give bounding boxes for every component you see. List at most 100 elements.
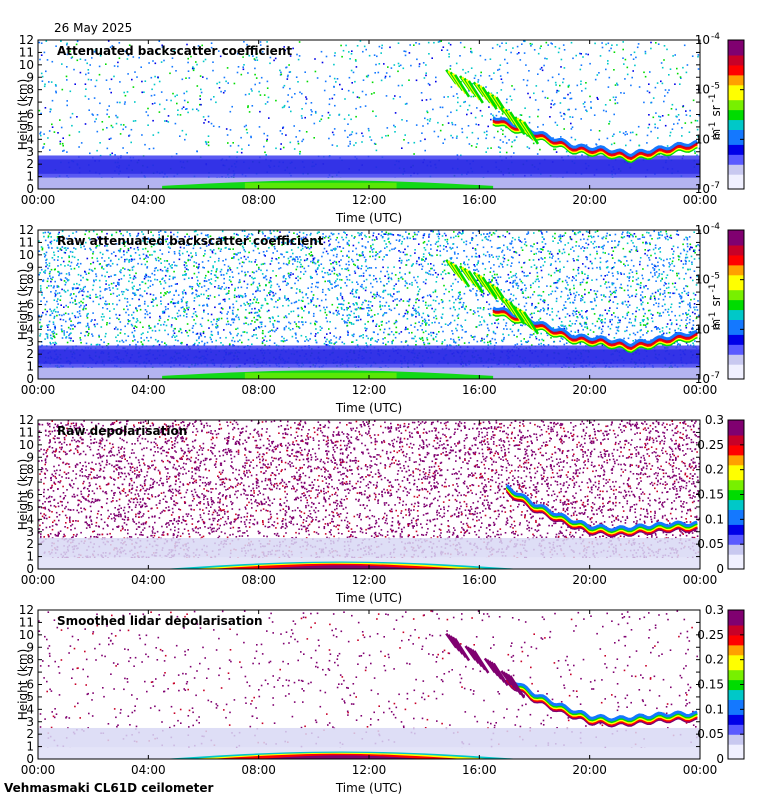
noise-pixel	[601, 46, 604, 49]
noise-pixel	[76, 59, 79, 62]
noise-pixel	[222, 91, 225, 94]
noise-pixel	[96, 114, 99, 116]
noise-pixel	[336, 253, 338, 256]
noise-pixel	[652, 267, 654, 269]
noise-pixel	[456, 93, 458, 95]
noise-pixel	[562, 78, 565, 80]
noise-pixel	[114, 255, 117, 257]
noise-pixel	[599, 285, 602, 287]
noise-pixel	[288, 64, 290, 66]
noise-pixel	[410, 64, 412, 67]
noise-pixel	[650, 295, 652, 297]
noise-pixel	[594, 42, 596, 45]
noise-pixel	[217, 247, 220, 250]
noise-pixel	[130, 260, 133, 262]
noise-pixel	[352, 91, 354, 94]
noise-pixel	[583, 323, 586, 325]
noise-pixel	[490, 118, 492, 121]
noise-pixel	[283, 106, 285, 108]
noise-pixel	[390, 331, 393, 333]
noise-pixel	[580, 299, 582, 302]
noise-pixel	[517, 285, 520, 287]
noise-pixel	[524, 241, 527, 243]
noise-pixel	[81, 294, 84, 297]
y-tick-label: 3	[26, 145, 34, 159]
noise-pixel	[266, 52, 269, 55]
noise-pixel	[45, 259, 47, 262]
noise-pixel	[685, 342, 688, 344]
noise-pixel	[129, 344, 131, 346]
noise-pixel	[204, 277, 206, 279]
noise-pixel	[315, 281, 318, 284]
noise-pixel	[354, 236, 356, 238]
noise-pixel	[66, 341, 69, 344]
noise-pixel	[284, 340, 286, 342]
noise-pixel	[57, 265, 59, 267]
noise-pixel	[511, 237, 514, 239]
noise-pixel	[412, 263, 414, 265]
noise-pixel	[313, 312, 315, 315]
noise-pixel	[307, 246, 309, 249]
noise-pixel	[630, 321, 632, 324]
noise-pixel	[483, 233, 485, 235]
heatmap-field	[38, 230, 700, 379]
noise-pixel	[188, 306, 190, 309]
noise-pixel	[591, 308, 593, 310]
noise-pixel	[243, 302, 245, 305]
noise-pixel	[51, 126, 54, 128]
noise-pixel	[208, 244, 210, 246]
noise-pixel	[166, 291, 168, 293]
noise-pixel	[53, 299, 56, 301]
noise-pixel	[180, 342, 183, 345]
noise-pixel	[548, 294, 550, 296]
noise-pixel	[58, 272, 61, 275]
noise-pixel	[691, 263, 693, 265]
noise-pixel	[521, 270, 524, 273]
noise-pixel	[131, 286, 134, 289]
noise-pixel	[374, 72, 376, 74]
noise-pixel	[91, 57, 93, 59]
noise-pixel	[383, 331, 385, 334]
noise-pixel	[160, 91, 163, 93]
noise-pixel	[84, 248, 86, 250]
noise-pixel	[413, 309, 416, 312]
noise-pixel	[339, 303, 341, 305]
noise-pixel	[657, 302, 660, 305]
noise-pixel	[93, 97, 96, 99]
noise-pixel	[628, 236, 631, 238]
noise-pixel	[108, 116, 110, 118]
noise-pixel	[220, 307, 223, 309]
noise-pixel	[669, 134, 671, 137]
noise-pixel	[246, 331, 248, 334]
noise-pixel	[635, 235, 637, 238]
noise-pixel	[416, 298, 419, 300]
noise-pixel	[125, 339, 127, 342]
noise-pixel	[306, 297, 309, 299]
noise-pixel	[360, 335, 363, 337]
noise-pixel	[263, 145, 265, 148]
noise-pixel	[587, 291, 590, 294]
noise-pixel	[57, 256, 59, 258]
noise-pixel	[164, 266, 166, 268]
noise-pixel	[151, 88, 153, 91]
noise-pixel	[511, 85, 513, 87]
noise-pixel	[243, 64, 245, 66]
noise-pixel	[477, 81, 479, 83]
noise-pixel	[282, 146, 285, 149]
noise-pixel	[106, 308, 109, 310]
y-tick-label: 1	[26, 170, 34, 184]
noise-pixel	[425, 278, 427, 281]
noise-pixel	[393, 248, 395, 250]
noise-pixel	[492, 331, 495, 334]
noise-pixel	[85, 295, 88, 298]
noise-pixel	[344, 322, 346, 324]
noise-pixel	[310, 102, 313, 104]
noise-pixel	[74, 248, 77, 250]
noise-pixel	[585, 82, 587, 84]
noise-pixel	[256, 315, 259, 317]
noise-pixel	[417, 311, 419, 314]
noise-pixel	[519, 59, 522, 61]
noise-pixel	[252, 282, 254, 285]
noise-pixel	[593, 297, 596, 300]
noise-pixel	[541, 90, 544, 93]
